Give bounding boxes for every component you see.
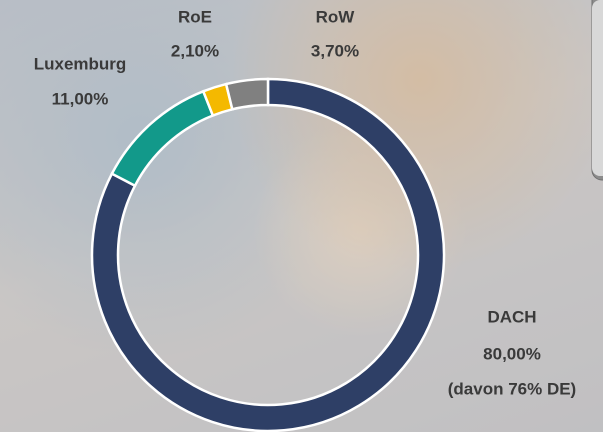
category-label: RoE: [178, 7, 212, 26]
category-label: RoW: [316, 7, 356, 26]
value-label: 80,00%: [483, 344, 541, 363]
donut-segment: [90, 77, 446, 432]
category-label: Luxemburg: [34, 54, 127, 73]
donut-segment: [110, 89, 215, 188]
value-label: 3,70%: [311, 41, 359, 60]
value-label: 11,00%: [52, 89, 109, 108]
donut-segment: [224, 77, 270, 111]
side-panel-inner: [592, 0, 603, 176]
annotation: (davon 76% DE): [448, 379, 576, 398]
category-label: DACH: [487, 307, 536, 326]
value-label: 2,10%: [171, 41, 219, 60]
